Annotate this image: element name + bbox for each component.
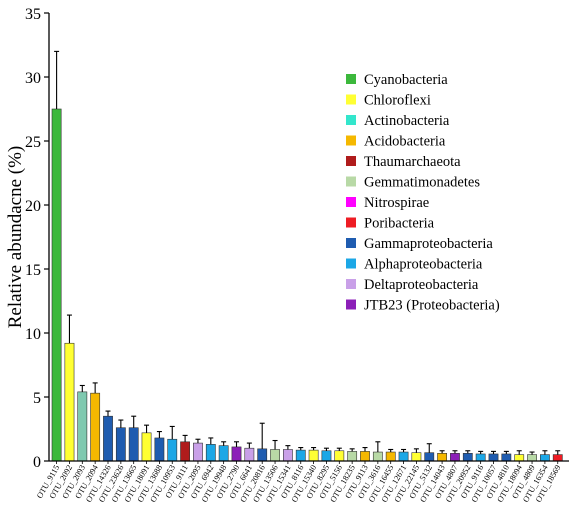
legend-swatch [346, 135, 356, 146]
bar [90, 392, 101, 462]
bar [424, 452, 435, 462]
legend-swatch [346, 176, 356, 187]
bar [450, 453, 460, 462]
y-tick-label: 5 [33, 390, 41, 407]
bar [77, 391, 88, 462]
bar [514, 454, 525, 462]
legend-label: Deltaproteobacteria [364, 277, 479, 293]
bar [282, 449, 293, 462]
bar [270, 449, 280, 462]
bar [437, 453, 447, 462]
legend-swatch [346, 258, 356, 269]
legend-label: Chloroflexi [364, 93, 431, 109]
legend-label: Poribacteria [364, 216, 435, 232]
legend-swatch [346, 217, 356, 228]
legend-label: Thaumarchaeota [364, 154, 461, 170]
legend-label: Cyanobacteria [364, 72, 448, 88]
x-ticks: OTU_9115OTU_2092OTU_2093OTU_2094OTU_1432… [35, 461, 562, 504]
bar [475, 453, 486, 462]
bar [64, 342, 75, 462]
legend: Cyanobacteria Chloroflexi Actinobacteria Ac… [346, 72, 500, 314]
bar [193, 442, 203, 462]
legend-label: Acidobacteria [364, 134, 446, 150]
axes-layer [48, 13, 569, 462]
bar [218, 445, 229, 462]
y-tick-label: 15 [25, 262, 41, 279]
bar [347, 451, 358, 462]
legend-swatch [346, 94, 356, 105]
legend-label: Gammaproteobacteria [364, 236, 493, 252]
legend-swatch [346, 115, 356, 125]
bar [180, 441, 190, 462]
bar [128, 427, 139, 462]
bar [488, 453, 499, 462]
legend-label: Nitrospirae [364, 195, 429, 211]
bar [51, 108, 62, 462]
y-ticks: 0 5 10 15 20 25 30 35 [25, 6, 49, 471]
legend-label: Alphaproteobacteria [364, 257, 483, 273]
y-tick-label: 25 [25, 134, 41, 151]
y-axis-label: Relative abundacne (%) [5, 146, 26, 329]
bar [103, 415, 113, 462]
y-tick-label: 30 [25, 70, 41, 87]
y-tick-label: 20 [25, 198, 41, 215]
bar [501, 453, 512, 462]
legend-swatch [346, 238, 356, 248]
bars-layer [51, 50, 563, 462]
bar [205, 444, 216, 462]
bar [539, 454, 550, 462]
legend-label: Gemmatimonadetes [364, 175, 480, 191]
bar [295, 449, 306, 462]
bar [462, 453, 473, 462]
bar [154, 437, 165, 462]
legend-swatch [346, 279, 356, 289]
bar [334, 450, 345, 462]
bar [257, 448, 268, 462]
bar [360, 451, 370, 462]
bar [411, 452, 422, 462]
legend-label: Actinobacteria [364, 113, 450, 129]
legend-label: JTB23 (Proteobacteria) [364, 298, 500, 314]
bar [385, 451, 396, 462]
legend-swatch [346, 156, 356, 166]
legend-swatch [346, 299, 356, 310]
bar [141, 432, 152, 462]
legend-swatch [346, 74, 356, 84]
bar [115, 427, 126, 462]
bar [308, 449, 319, 462]
y-tick-label: 10 [25, 326, 41, 343]
y-tick-label: 0 [33, 454, 41, 471]
bar [398, 451, 409, 462]
bar [244, 447, 255, 462]
legend-swatch [346, 197, 356, 207]
bar [167, 438, 178, 462]
bar [552, 454, 563, 462]
bar [231, 446, 242, 462]
bar [372, 451, 383, 462]
bar [321, 450, 332, 462]
y-tick-label: 35 [25, 6, 41, 23]
bar [527, 454, 537, 462]
